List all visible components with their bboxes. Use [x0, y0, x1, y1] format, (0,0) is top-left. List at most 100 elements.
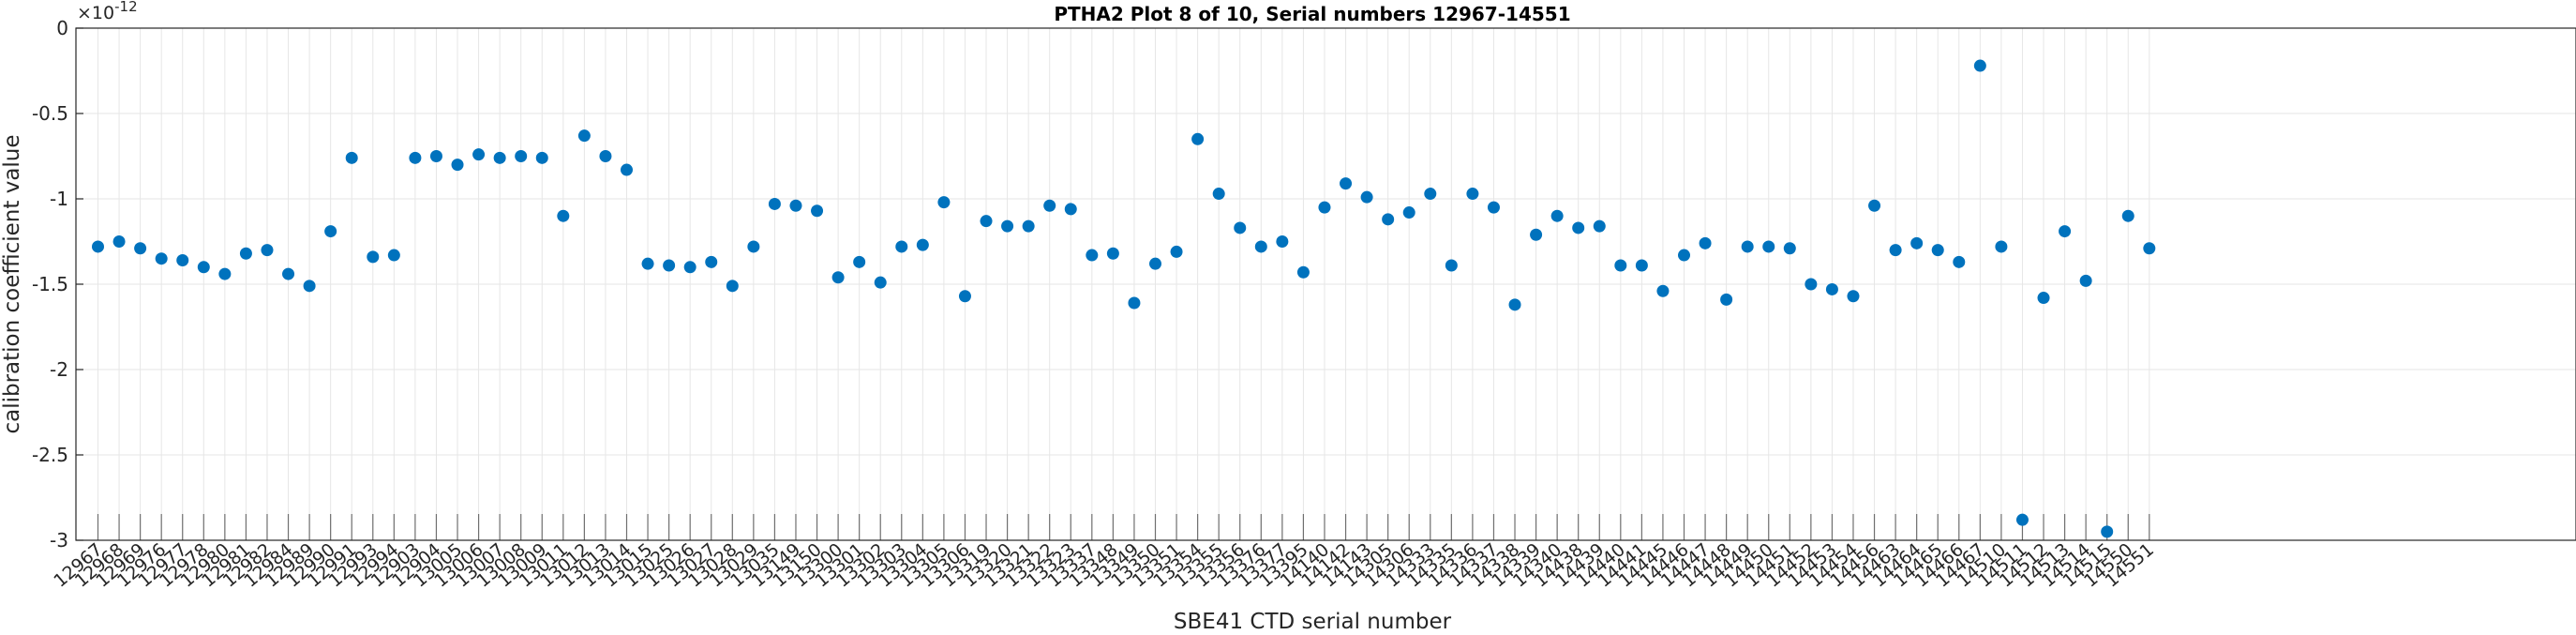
data-point — [303, 280, 316, 293]
data-point — [768, 197, 781, 210]
data-point — [683, 261, 696, 274]
stem-lines — [97, 514, 2150, 540]
data-point — [1741, 240, 1754, 253]
data-point — [1149, 257, 1161, 270]
data-point — [2121, 209, 2134, 222]
data-point — [1424, 188, 1437, 201]
data-point — [2143, 242, 2156, 255]
data-point — [493, 151, 506, 164]
x-axis-ticks: 1296712968129691297612977129781298012981… — [50, 539, 2158, 592]
data-point — [1614, 259, 1627, 272]
data-point — [663, 259, 676, 272]
data-point — [472, 148, 486, 161]
data-point — [789, 199, 802, 212]
data-point — [1466, 188, 1479, 201]
data-point — [1931, 244, 1944, 257]
data-point — [1635, 259, 1648, 272]
y-axis-ticks: 0 -0.5 -1 -1.5 -2 -2.5 -3 — [32, 17, 83, 552]
data-point — [1572, 221, 1585, 234]
data-point — [515, 150, 528, 162]
data-point — [1022, 219, 1035, 233]
data-point — [1487, 201, 1500, 214]
y-tick-label: -0.5 — [32, 102, 68, 125]
data-point — [218, 267, 232, 280]
data-point — [1106, 247, 1119, 260]
data-point — [324, 225, 337, 238]
data-point — [2079, 274, 2092, 287]
data-point — [1889, 244, 1902, 257]
data-point — [1910, 236, 1924, 249]
data-point — [1995, 240, 2008, 253]
data-point — [980, 215, 993, 228]
data-point — [726, 280, 739, 293]
data-point — [1086, 249, 1099, 262]
data-point — [1402, 206, 1415, 219]
y-tick-label: -1 — [50, 188, 68, 210]
data-point — [261, 244, 274, 257]
data-point — [2037, 292, 2050, 305]
y-exponent-base: ×10 — [77, 3, 114, 23]
grid-lines — [76, 27, 2576, 541]
data-point — [282, 267, 295, 280]
data-point — [1593, 219, 1606, 233]
data-point — [937, 196, 951, 209]
data-point — [2101, 525, 2114, 538]
data-point — [853, 255, 866, 268]
data-point — [1191, 132, 1205, 145]
data-point — [1847, 290, 1860, 303]
y-exponent-power: -12 — [114, 0, 138, 15]
data-point — [345, 151, 358, 164]
data-point — [621, 163, 633, 176]
data-point — [367, 250, 380, 264]
data-point — [747, 240, 760, 253]
data-point — [1382, 213, 1395, 226]
data-point — [1868, 199, 1881, 212]
data-point — [451, 159, 464, 172]
y-tick-label: -3 — [50, 529, 68, 552]
data-point — [557, 209, 570, 222]
data-point — [387, 249, 400, 262]
y-tick-label: 0 — [56, 17, 68, 39]
data-point — [1234, 221, 1247, 234]
data-points — [92, 59, 2156, 538]
data-point — [2015, 513, 2029, 526]
data-point — [1360, 190, 1373, 204]
data-point — [577, 129, 591, 143]
data-point — [409, 151, 422, 164]
data-point — [1340, 177, 1353, 190]
y-exponent-label: ×10-12 — [77, 0, 138, 23]
data-point — [1550, 209, 1564, 222]
y-tick-label: -2 — [50, 358, 68, 381]
x-axis-label: SBE41 CTD serial number — [1174, 610, 1452, 634]
data-point — [1064, 203, 1077, 216]
data-point — [1825, 282, 1838, 295]
data-point — [1128, 296, 1141, 310]
data-point — [895, 240, 908, 253]
data-point — [874, 276, 887, 289]
data-point — [641, 257, 654, 270]
data-point — [1678, 249, 1690, 262]
data-point — [1296, 265, 1310, 279]
data-point — [1656, 284, 1670, 297]
data-point — [1720, 293, 1733, 306]
data-point — [958, 290, 971, 303]
data-point — [112, 235, 126, 248]
data-point — [429, 150, 442, 162]
y-tick-label: -1.5 — [32, 273, 68, 295]
data-point — [831, 271, 845, 284]
data-point — [1699, 236, 1712, 249]
data-point — [197, 261, 210, 274]
data-point — [1043, 199, 1056, 212]
data-point — [1445, 259, 1458, 272]
data-point — [92, 240, 104, 253]
data-point — [1276, 235, 1289, 248]
data-point — [599, 150, 612, 162]
data-point — [811, 204, 824, 218]
data-point — [239, 247, 252, 260]
data-point — [134, 242, 147, 255]
data-point — [535, 151, 548, 164]
data-point — [1973, 59, 1986, 72]
data-point — [155, 252, 168, 265]
data-point — [1170, 245, 1183, 258]
